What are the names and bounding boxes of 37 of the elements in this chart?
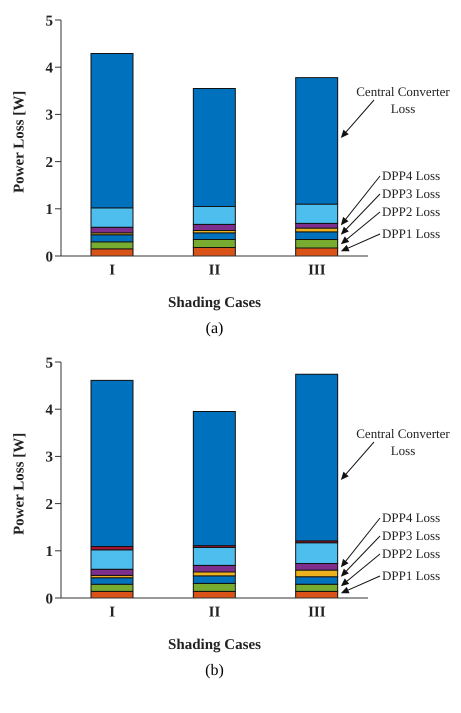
x-axis-title: Shading Cases xyxy=(168,295,262,311)
text: DPP4 Loss xyxy=(382,168,440,183)
y-tick-label: 5 xyxy=(46,13,53,30)
y-tick-label: 1 xyxy=(46,202,53,218)
annotation: Central Converter Loss xyxy=(356,84,450,116)
y-tick-label: 3 xyxy=(46,450,53,466)
text: DPP3 Loss xyxy=(382,186,440,201)
annotation: Central Converter Loss xyxy=(356,426,450,458)
x-tick-label: II xyxy=(208,262,220,279)
text: DPP3 Loss xyxy=(382,528,440,543)
y-axis-title: Power Loss [W] xyxy=(11,90,28,193)
y-axis-title: Power Loss [W] xyxy=(11,432,28,535)
x-tick-label: III xyxy=(308,262,326,279)
y-tick-label: 4 xyxy=(46,402,54,419)
x-tick-label: I xyxy=(109,262,116,279)
text: DPP2 Loss xyxy=(382,204,440,219)
bar xyxy=(295,374,338,542)
y-tick-label: 1 xyxy=(46,544,53,560)
text: DPP1 Loss xyxy=(382,226,440,241)
y-tick-label: 0 xyxy=(46,249,53,266)
x-axis-title: Shading Cases xyxy=(168,637,262,653)
y-tick-label: 0 xyxy=(46,591,53,608)
y-tick-label: 3 xyxy=(46,108,53,124)
text: (a) xyxy=(204,320,224,338)
y-tick-label: 4 xyxy=(46,60,54,77)
y-tick-label: 2 xyxy=(46,154,53,171)
x-tick-label: I xyxy=(109,604,116,621)
y-tick-label: 2 xyxy=(46,496,53,513)
bar xyxy=(192,411,236,546)
bar xyxy=(90,380,134,548)
x-tick-label: II xyxy=(208,604,220,621)
text: (b) xyxy=(204,662,225,680)
text: DPP4 Loss xyxy=(382,510,440,525)
y-tick-label: 5 xyxy=(46,355,53,372)
text: DPP2 Loss xyxy=(382,546,440,561)
x-tick-label: III xyxy=(308,604,326,621)
text: DPP1 Loss xyxy=(382,568,440,583)
